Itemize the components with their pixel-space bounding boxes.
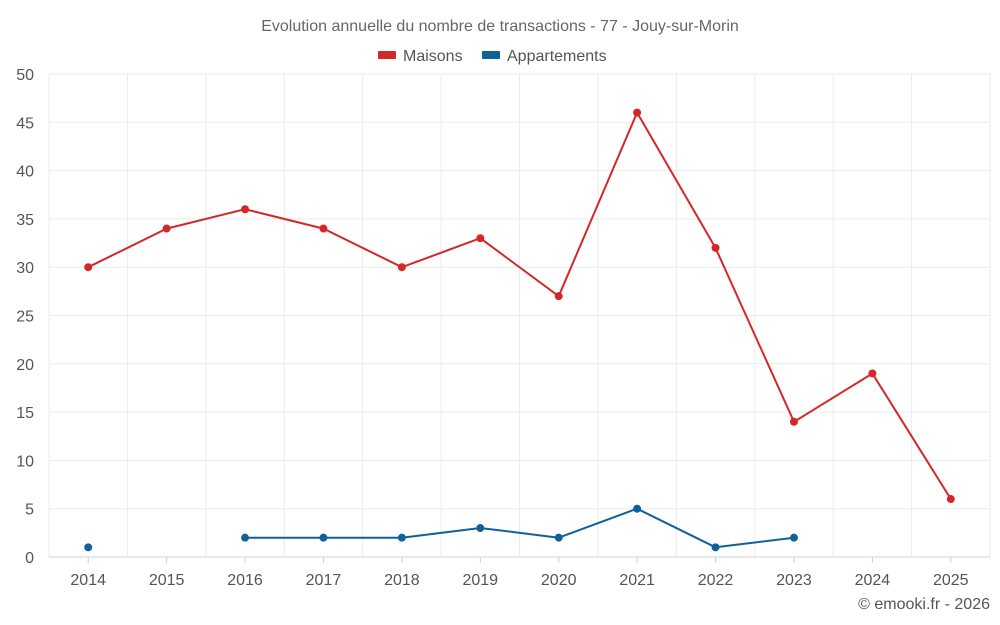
data-point-maisons-2022[interactable] (711, 243, 720, 252)
x-tick-label: 2018 (384, 572, 420, 589)
data-point-maisons-2018[interactable] (397, 263, 406, 272)
series-maisons (84, 108, 955, 504)
x-tick-label: 2019 (462, 572, 498, 589)
legend-label-appartements: Appartements (507, 48, 607, 65)
x-tick-label: 2024 (855, 572, 891, 589)
y-tick-label: 15 (16, 405, 34, 422)
x-tick-label: 2015 (149, 572, 185, 589)
y-tick-label: 5 (25, 502, 34, 519)
credit-text: © emooki.fr - 2026 (858, 596, 990, 613)
y-tick-label: 40 (16, 164, 34, 181)
legend-swatch-appartements (482, 51, 500, 59)
y-tick-label: 10 (16, 453, 34, 470)
data-point-maisons-2016[interactable] (241, 205, 250, 214)
data-point-maisons-2019[interactable] (476, 234, 485, 243)
data-point-appartements-2018[interactable] (397, 533, 406, 542)
data-point-maisons-2024[interactable] (868, 369, 877, 378)
x-tick-label: 2025 (933, 572, 969, 589)
y-tick-label: 25 (16, 309, 34, 326)
data-point-maisons-2020[interactable] (554, 292, 563, 301)
data-point-maisons-2017[interactable] (319, 224, 328, 233)
x-tick-label: 2017 (306, 572, 342, 589)
y-tick-label: 35 (16, 212, 34, 229)
y-tick-label: 20 (16, 357, 34, 374)
data-point-appartements-2021[interactable] (633, 504, 642, 513)
data-point-maisons-2021[interactable] (633, 108, 642, 117)
data-point-maisons-2015[interactable] (162, 224, 171, 233)
y-axis: 0 5 10 15 20 25 30 35 40 45 50 (16, 67, 34, 567)
y-tick-label: 50 (16, 67, 34, 84)
data-point-maisons-2023[interactable] (789, 417, 798, 426)
grid (48, 73, 991, 557)
legend: Maisons Appartements (378, 48, 607, 65)
x-tick-label: 2016 (227, 572, 263, 589)
x-tick-label: 2014 (70, 572, 106, 589)
data-point-appartements-2022[interactable] (711, 543, 720, 552)
legend-item-appartements[interactable]: Appartements (482, 48, 607, 65)
x-tick-label: 2023 (776, 572, 812, 589)
legend-label-maisons: Maisons (403, 48, 463, 65)
data-point-appartements-2020[interactable] (554, 533, 563, 542)
data-point-maisons-2025[interactable] (946, 495, 955, 504)
data-point-appartements-2017[interactable] (319, 533, 328, 542)
legend-swatch-maisons (378, 51, 396, 59)
data-point-appartements-2019[interactable] (476, 524, 485, 533)
y-tick-label: 30 (16, 260, 34, 277)
x-tick-label: 2022 (698, 572, 734, 589)
legend-item-maisons[interactable]: Maisons (378, 48, 463, 65)
series-line-maisons (87, 111, 952, 500)
data-point-maisons-2014[interactable] (84, 263, 93, 272)
x-tick-label: 2020 (541, 572, 577, 589)
x-tick-label: 2021 (619, 572, 655, 589)
series-line-appartements (245, 507, 795, 549)
series-layer (84, 108, 955, 552)
y-tick-label: 0 (25, 550, 34, 567)
series-appartements (84, 504, 798, 552)
data-point-appartements-2016[interactable] (241, 533, 250, 542)
chart-title: Evolution annuelle du nombre de transact… (261, 18, 739, 35)
data-point-appartements-2014[interactable] (84, 543, 93, 552)
x-axis: 2014 2015 2016 2017 2018 2019 2020 2021 2022 2023… (49, 556, 990, 589)
y-tick-label: 45 (16, 115, 34, 132)
data-point-appartements-2023[interactable] (789, 533, 798, 542)
